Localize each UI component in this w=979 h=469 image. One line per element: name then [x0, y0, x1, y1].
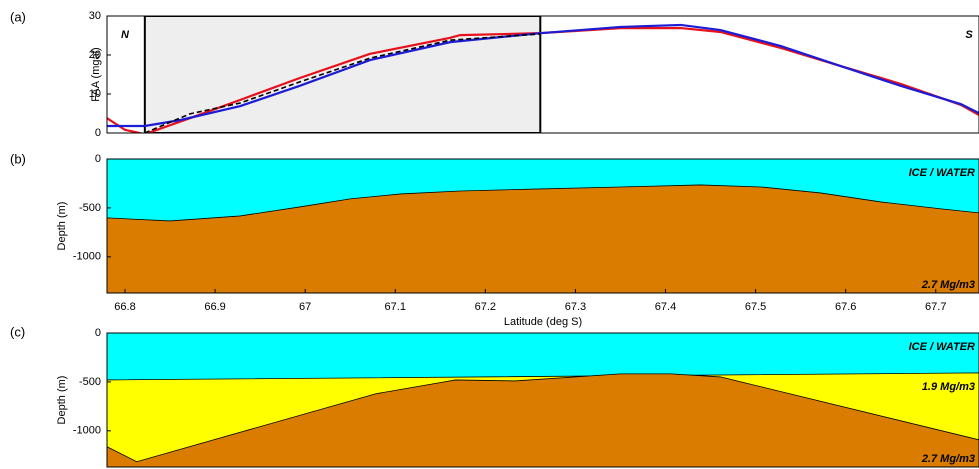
- y-tick-label: -1000: [73, 425, 101, 437]
- x-tick-label: 67.6: [835, 301, 856, 313]
- x-tick-label: 67.7: [925, 301, 946, 313]
- panel-label: (c): [10, 324, 25, 339]
- annotation: S: [965, 29, 973, 41]
- x-tick-label: 67.1: [385, 301, 406, 313]
- annotation: N: [121, 29, 130, 41]
- x-tick-label: 67.2: [475, 301, 496, 313]
- y-axis-label: Depth (m): [56, 376, 68, 425]
- y-tick-label: 20: [89, 49, 101, 61]
- y-tick-label: 0: [95, 327, 101, 339]
- layer-label: ICE / WATER: [909, 341, 975, 353]
- layer-label: ICE / WATER: [909, 167, 975, 179]
- y-tick-label: -1000: [73, 251, 101, 263]
- y-tick-label: 0: [95, 153, 101, 165]
- plot-area: [107, 16, 979, 134]
- plot-area: [107, 159, 979, 298]
- y-tick-label: -500: [79, 376, 101, 388]
- y-axis-label: Depth (m): [56, 202, 68, 251]
- y-tick-label: 0: [95, 127, 101, 139]
- layer-label: 1.9 Mg/m3: [922, 381, 975, 393]
- y-tick-label: -500: [79, 202, 101, 214]
- x-axis-label: Latitude (deg S): [504, 316, 582, 328]
- x-tick-label: 67.3: [565, 301, 586, 313]
- plot-area: [107, 333, 979, 469]
- x-tick-label: 67.4: [655, 301, 676, 313]
- layer-label: 2.7 Mg/m3: [921, 279, 975, 291]
- x-tick-label: 67: [299, 301, 311, 313]
- y-tick-label: 10: [89, 88, 101, 100]
- x-tick-label: 66.8: [114, 301, 135, 313]
- panel-label: (a): [10, 9, 26, 24]
- panel-label: (b): [10, 151, 26, 166]
- y-tick-label: 30: [89, 10, 101, 22]
- layer-label: 2.7 Mg/m3: [921, 453, 975, 465]
- figure: (a)FAA (mgal)NS0102030(b)Depth (m)ICE / …: [0, 0, 979, 469]
- x-tick-label: 66.9: [204, 301, 225, 313]
- x-tick-label: 67.5: [745, 301, 766, 313]
